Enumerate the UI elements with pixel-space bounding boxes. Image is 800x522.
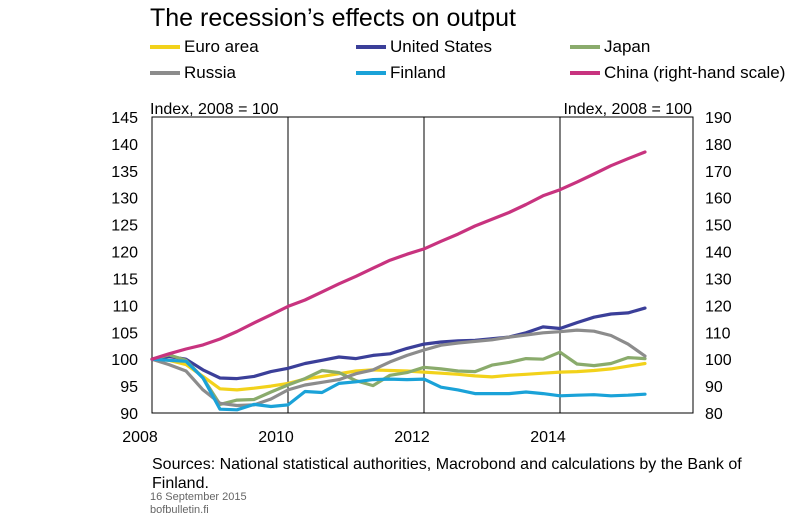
legend-item-euro-area: Euro area (150, 36, 259, 58)
legend-swatch-finland (356, 71, 386, 75)
axes: 2008 2010 2012 2014 145 140 135 130 125 120 115 110… (111, 110, 732, 446)
legend-item-japan: Japan (570, 36, 650, 58)
y-tick-label-right: 100 (705, 352, 732, 369)
y-tick-label-right: 190 (705, 110, 732, 127)
plot-frame (151, 116, 694, 414)
y-tick-label-left: 105 (111, 325, 138, 342)
y-tick-label-left: 145 (111, 110, 138, 127)
y-tick-label-right: 140 (705, 245, 732, 262)
y-tick-label-right: 120 (705, 298, 732, 315)
legend-swatch-united-states (356, 45, 386, 49)
series-line-euro-area (150, 357, 647, 392)
legend-label-united-states: United States (390, 37, 493, 56)
y-tick-label-left: 120 (111, 245, 138, 262)
x-tick-label: 2012 (394, 429, 430, 446)
y-tick-label-right: 180 (705, 137, 732, 154)
series-line-china (150, 150, 647, 361)
y-tick-label-left: 90 (120, 406, 138, 423)
grid-lines (287, 117, 561, 413)
legend-swatch-japan (570, 45, 600, 49)
x-tick-label: 2008 (122, 429, 158, 446)
series-line-finland (150, 357, 647, 412)
y-tick-label-right: 150 (705, 218, 732, 235)
y-tick-label-left: 95 (120, 379, 138, 396)
legend-item-russia: Russia (150, 62, 236, 84)
legend-swatch-china (570, 71, 600, 75)
y-tick-label-right: 170 (705, 164, 732, 181)
y-tick-label-right: 90 (705, 379, 723, 396)
y-axis-label-left: Index, 2008 = 100 (150, 101, 279, 118)
y-tick-label-left: 115 (112, 271, 138, 288)
series-line-united-states (150, 306, 647, 381)
legend-label-euro-area: Euro area (184, 37, 259, 56)
x-tick-label: 2010 (258, 429, 294, 446)
legend-item-finland: Finland (356, 62, 446, 84)
legend-swatch-russia (150, 71, 180, 75)
chart-title: The recession’s effects on output (150, 4, 516, 32)
legend-label-finland: Finland (390, 63, 446, 82)
legend-label-china: China (right-hand scale) (604, 63, 786, 82)
legend-swatch-euro-area (150, 45, 180, 49)
legend-label-russia: Russia (184, 63, 236, 82)
x-tick-label: 2014 (530, 429, 566, 446)
y-tick-label-left: 110 (112, 298, 138, 315)
site-url: bofbulletin.fi (150, 504, 209, 516)
y-tick-label-left: 130 (111, 191, 138, 208)
sources-note: Sources: National statistical authoritie… (152, 456, 742, 492)
y-tick-label-right: 130 (705, 271, 732, 288)
y-tick-label-left: 125 (111, 218, 138, 235)
y-tick-label-right: 80 (705, 406, 723, 423)
series-line-russia (150, 328, 647, 408)
series-line-japan (150, 350, 647, 406)
y-tick-label-right: 160 (705, 191, 732, 208)
y-tick-label-left: 140 (111, 137, 138, 154)
legend-label-japan: Japan (604, 37, 651, 56)
legend-item-china: China (right-hand scale) (570, 62, 785, 84)
y-tick-label-left: 100 (111, 352, 138, 369)
publication-date: 16 September 2015 (150, 491, 247, 503)
series-lines (150, 150, 647, 412)
legend-item-united-states: United States (356, 36, 492, 58)
y-axis-label-right: Index, 2008 = 100 (563, 101, 692, 118)
y-tick-label-left: 135 (111, 164, 138, 181)
y-tick-label-right: 110 (705, 325, 731, 342)
